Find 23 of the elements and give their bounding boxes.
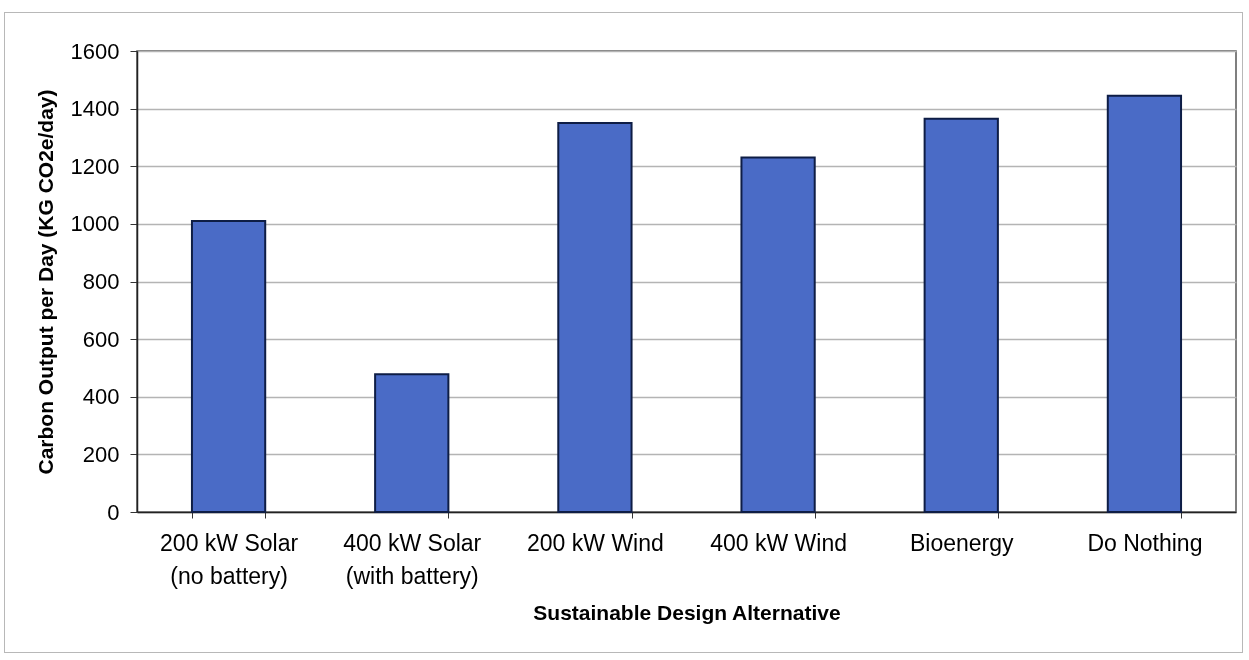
bar: [923, 117, 999, 513]
bar: [190, 219, 267, 513]
y-tick-label: 1000: [70, 211, 120, 237]
y-tick-label: 1200: [70, 153, 120, 179]
y-axis-title: Carbon Output per Day (KG CO2e/day): [33, 89, 57, 475]
x-tick-label: 200 kW Solar (no battery): [160, 529, 299, 589]
y-tick-label: 0: [107, 499, 120, 525]
y-tick-label: 400: [82, 384, 120, 410]
y-tick-label: 600: [82, 326, 120, 352]
bar: [557, 122, 633, 513]
x-axis-title: Sustainable Design Alternative: [533, 600, 841, 624]
y-tick-label: 800: [82, 269, 120, 294]
bar: [1106, 94, 1183, 513]
x-tick-label: Bioenergy: [909, 529, 1015, 556]
y-tick-label: 1400: [70, 96, 120, 122]
x-tick-label: 400 kW Wind: [710, 529, 847, 556]
bar: [374, 373, 450, 513]
bar: [740, 156, 816, 513]
x-tick-label: Do Nothing: [1087, 529, 1203, 556]
y-tick-label: 200: [82, 441, 120, 467]
x-tick-label: 200 kW Wind: [527, 529, 664, 556]
x-tick-label: 400 kW Solar (with battery): [343, 529, 482, 589]
y-tick-label: 1600: [70, 38, 120, 64]
